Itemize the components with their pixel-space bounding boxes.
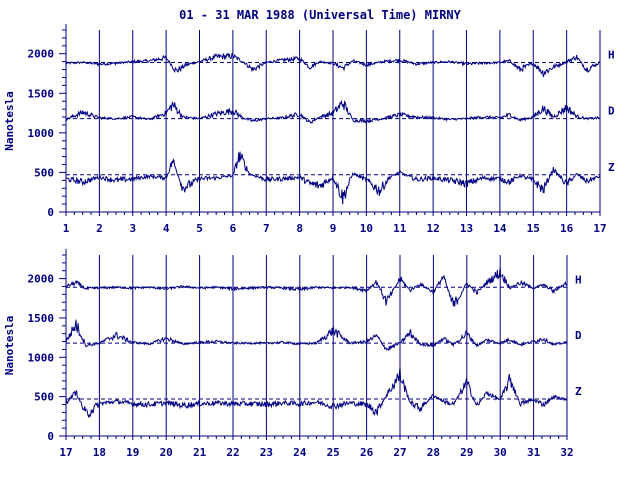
y-tick-label: 0 [47,206,54,219]
x-tick-label: 2 [96,222,103,235]
x-tick-label: 20 [160,446,173,459]
y-tick-label: 1000 [28,351,55,364]
x-tick-label: 27 [393,446,406,459]
x-tick-label: 14 [493,222,507,235]
y-tick-label: 500 [34,166,54,179]
x-tick-label: 17 [593,222,606,235]
x-tick-label: 10 [360,222,373,235]
x-tick-label: 19 [126,446,139,459]
y-tick-label: 0 [47,430,54,443]
x-tick-label: 13 [460,222,473,235]
chart-title: 01 - 31 MAR 1988 (Universal Time) MIRNY [179,8,461,22]
x-tick-label: 26 [360,446,374,459]
x-tick-label: 30 [494,446,507,459]
y-tick-label: 1500 [28,312,55,325]
y-axis-label: Nanotesla [3,316,16,376]
x-tick-label: 8 [296,222,303,235]
x-tick-label: 9 [330,222,337,235]
series-trace-Z [65,151,601,205]
y-tick-label: 500 [34,391,54,404]
series-trace-H [65,52,601,78]
x-tick-label: 15 [527,222,540,235]
y-tick-label: 1000 [28,127,55,140]
x-tick-label: 17 [59,446,72,459]
x-tick-label: 7 [263,222,270,235]
x-tick-label: 24 [293,446,307,459]
y-tick-label: 1500 [28,87,55,100]
x-tick-label: 21 [193,446,207,459]
series-trace-Z [65,366,568,419]
panel-top: 1 2 3 4 5 6 7 8 9 10 11 12 13 14 15 16 17050010001500200… [3,24,615,235]
y-tick-label: 2000 [28,48,55,61]
x-tick-label: 18 [93,446,106,459]
x-tick-label: 11 [393,222,407,235]
series-trace-D [65,319,567,352]
series-label-D: D [575,329,582,342]
x-tick-label: 3 [129,222,136,235]
x-tick-label: 22 [226,446,239,459]
x-tick-label: 1 [63,222,70,235]
x-tick-label: 12 [427,222,440,235]
x-tick-label: 25 [327,446,340,459]
x-tick-label: 16 [560,222,574,235]
series-label-Z: Z [575,385,582,398]
y-tick-label: 2000 [28,273,55,286]
x-tick-label: 4 [163,222,170,235]
series-label-H: H [575,273,582,286]
panel-bottom: 17 18 19 20 21 22 23 24 25 26 27 28 29 30 31 32 0 500 1000… [3,249,582,459]
series-label-D: D [608,105,615,118]
x-tick-label: 31 [527,446,541,459]
x-tick-label: 23 [260,446,273,459]
series-label-H: H [608,48,615,61]
x-tick-label: 28 [427,446,440,459]
x-tick-label: 32 [560,446,573,459]
y-axis-label: Nanotesla [3,91,16,151]
series-trace-D [65,99,601,125]
series-label-Z: Z [608,161,615,174]
x-tick-label: 6 [230,222,237,235]
x-tick-label: 29 [460,446,473,459]
x-tick-label: 5 [196,222,203,235]
series-trace-H [65,267,568,307]
